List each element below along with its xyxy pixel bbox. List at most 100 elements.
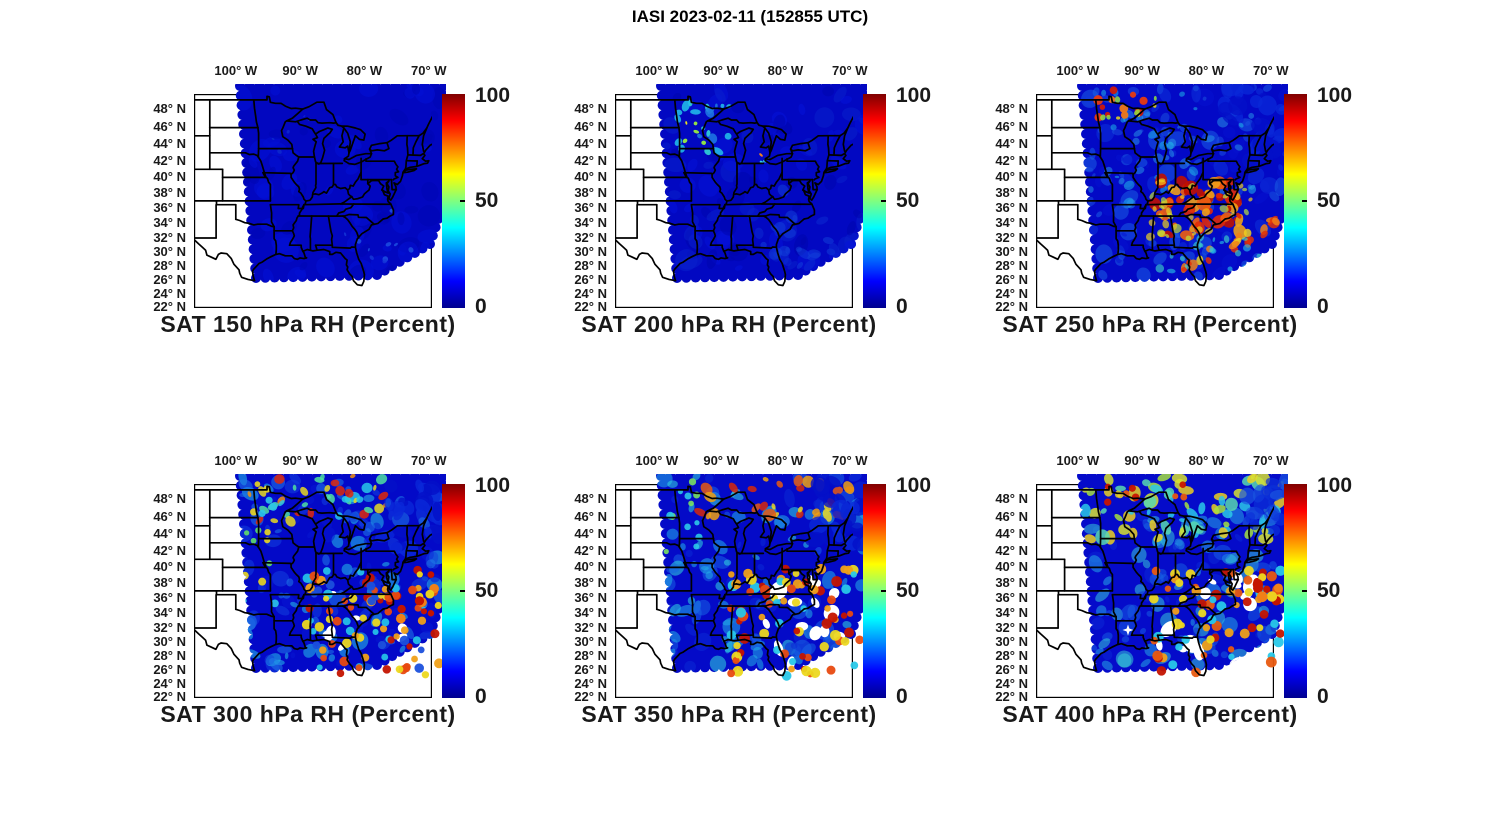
lat-tick-label: 44° N bbox=[153, 526, 186, 542]
lat-tick-label: 26° N bbox=[574, 272, 607, 288]
lat-tick-label: 36° N bbox=[574, 590, 607, 606]
colorbar bbox=[863, 484, 886, 698]
colorbar-midtick bbox=[881, 590, 886, 592]
lon-tick-label: 80° W bbox=[346, 63, 383, 78]
state-borders bbox=[194, 95, 432, 287]
lat-tick-label: 42° N bbox=[153, 543, 186, 559]
map-area bbox=[609, 84, 867, 314]
lat-tick-label: 28° N bbox=[153, 648, 186, 664]
lat-tick-label: 48° N bbox=[995, 491, 1028, 507]
colorbar bbox=[1284, 94, 1307, 308]
lat-tick-label: 28° N bbox=[574, 648, 607, 664]
colorbar-tick-0: 0 bbox=[475, 295, 487, 318]
colorbar-tick-50: 50 bbox=[475, 189, 499, 212]
map-area bbox=[1030, 84, 1288, 314]
lat-tick-label: 24° N bbox=[574, 285, 607, 301]
lat-tick-label: 34° N bbox=[995, 605, 1028, 621]
panel-title: SAT 150 hPa RH (Percent) bbox=[160, 311, 456, 337]
lat-tick-label: 46° N bbox=[574, 119, 607, 135]
state-borders bbox=[1036, 485, 1274, 677]
lon-tick-label: 80° W bbox=[346, 453, 383, 468]
lat-tick-label: 40° N bbox=[153, 169, 186, 185]
panel-title: SAT 300 hPa RH (Percent) bbox=[160, 701, 456, 727]
lon-tick-label: 100° W bbox=[214, 63, 258, 78]
lat-tick-label: 40° N bbox=[574, 169, 607, 185]
lat-tick-label: 48° N bbox=[574, 491, 607, 507]
colorbar-midtick bbox=[460, 590, 465, 592]
lat-tick-label: 34° N bbox=[153, 605, 186, 621]
lat-tick-label: 44° N bbox=[153, 136, 186, 152]
lat-tick-label: 30° N bbox=[153, 244, 186, 260]
lon-tick-label: 80° W bbox=[1188, 63, 1225, 78]
colorbar-tick-0: 0 bbox=[1317, 295, 1329, 318]
lat-tick-label: 44° N bbox=[995, 526, 1028, 542]
lat-tick-label: 46° N bbox=[995, 509, 1028, 525]
colorbar bbox=[1284, 484, 1307, 698]
lat-tick-label: 34° N bbox=[574, 605, 607, 621]
map-panel: 100° W 90° W 80° W 70° W 48° N 46° N 44° N 42°… bbox=[153, 63, 510, 337]
lon-tick-label: 90° W bbox=[703, 63, 739, 78]
colorbar bbox=[863, 94, 886, 308]
lat-tick-label: 36° N bbox=[574, 200, 607, 216]
lat-tick-label: 34° N bbox=[153, 215, 186, 231]
lat-tick-label: 42° N bbox=[574, 153, 607, 169]
lon-tick-label: 90° W bbox=[282, 63, 318, 78]
lat-tick-label: 40° N bbox=[995, 169, 1028, 185]
lat-tick-label: 40° N bbox=[995, 559, 1028, 575]
lat-tick-label: 28° N bbox=[995, 648, 1028, 664]
lat-tick-label: 38° N bbox=[153, 575, 186, 591]
lon-tick-label: 90° W bbox=[703, 453, 739, 468]
map-area bbox=[188, 474, 446, 704]
lat-tick-label: 24° N bbox=[153, 675, 186, 691]
lat-tick-label: 36° N bbox=[995, 590, 1028, 606]
lat-tick-label: 48° N bbox=[574, 101, 607, 117]
colorbar-tick-0: 0 bbox=[475, 685, 487, 708]
lat-tick-label: 32° N bbox=[574, 230, 607, 246]
colorbar-tick-100: 100 bbox=[896, 84, 932, 107]
lat-tick-label: 38° N bbox=[574, 185, 607, 201]
lat-tick-label: 32° N bbox=[995, 230, 1028, 246]
lat-tick-label: 40° N bbox=[574, 559, 607, 575]
lat-tick-label: 22° N bbox=[995, 298, 1028, 314]
colorbar-tick-100: 100 bbox=[896, 474, 932, 497]
lat-tick-label: 36° N bbox=[153, 200, 186, 216]
colorbar-tick-50: 50 bbox=[1317, 189, 1341, 212]
lat-tick-label: 46° N bbox=[574, 509, 607, 525]
colorbar-tick-50: 50 bbox=[475, 579, 499, 602]
lat-tick-label: 32° N bbox=[153, 620, 186, 636]
lon-tick-label: 70° W bbox=[831, 453, 868, 468]
colorbar-tick-100: 100 bbox=[1317, 84, 1353, 107]
lat-tick-label: 26° N bbox=[995, 662, 1028, 678]
lon-tick-label: 90° W bbox=[282, 453, 318, 468]
lat-tick-label: 38° N bbox=[574, 575, 607, 591]
lat-tick-label: 26° N bbox=[153, 272, 186, 288]
map-area bbox=[609, 474, 867, 704]
colorbar-tick-50: 50 bbox=[896, 579, 920, 602]
lon-tick-label: 100° W bbox=[635, 453, 679, 468]
lat-tick-label: 48° N bbox=[153, 101, 186, 117]
lon-tick-label: 70° W bbox=[1252, 453, 1289, 468]
lon-tick-label: 80° W bbox=[767, 63, 804, 78]
colorbar-midtick bbox=[1302, 590, 1307, 592]
lat-tick-label: 38° N bbox=[995, 185, 1028, 201]
map-panel: 100° W 90° W 80° W 70° W 48° N 46° N 44° N 42°… bbox=[995, 453, 1352, 727]
lon-tick-label: 90° W bbox=[1124, 63, 1160, 78]
map-panel: 100° W 90° W 80° W 70° W 48° N 46° N 44° N 42°… bbox=[995, 63, 1352, 337]
lat-tick-label: 44° N bbox=[574, 526, 607, 542]
lat-tick-label: 44° N bbox=[574, 136, 607, 152]
lat-tick-label: 24° N bbox=[153, 285, 186, 301]
map-area bbox=[1030, 474, 1288, 704]
lat-tick-label: 30° N bbox=[995, 634, 1028, 650]
lat-tick-label: 32° N bbox=[153, 230, 186, 246]
lat-tick-label: 28° N bbox=[153, 258, 186, 274]
lat-tick-label: 22° N bbox=[574, 298, 607, 314]
lat-tick-label: 44° N bbox=[995, 136, 1028, 152]
panel-title: SAT 350 hPa RH (Percent) bbox=[581, 701, 877, 727]
colorbar-tick-0: 0 bbox=[896, 685, 908, 708]
colorbar-tick-0: 0 bbox=[1317, 685, 1329, 708]
lat-tick-label: 34° N bbox=[574, 215, 607, 231]
lon-tick-label: 70° W bbox=[410, 453, 447, 468]
colorbar-tick-50: 50 bbox=[1317, 579, 1341, 602]
lat-tick-label: 26° N bbox=[995, 272, 1028, 288]
